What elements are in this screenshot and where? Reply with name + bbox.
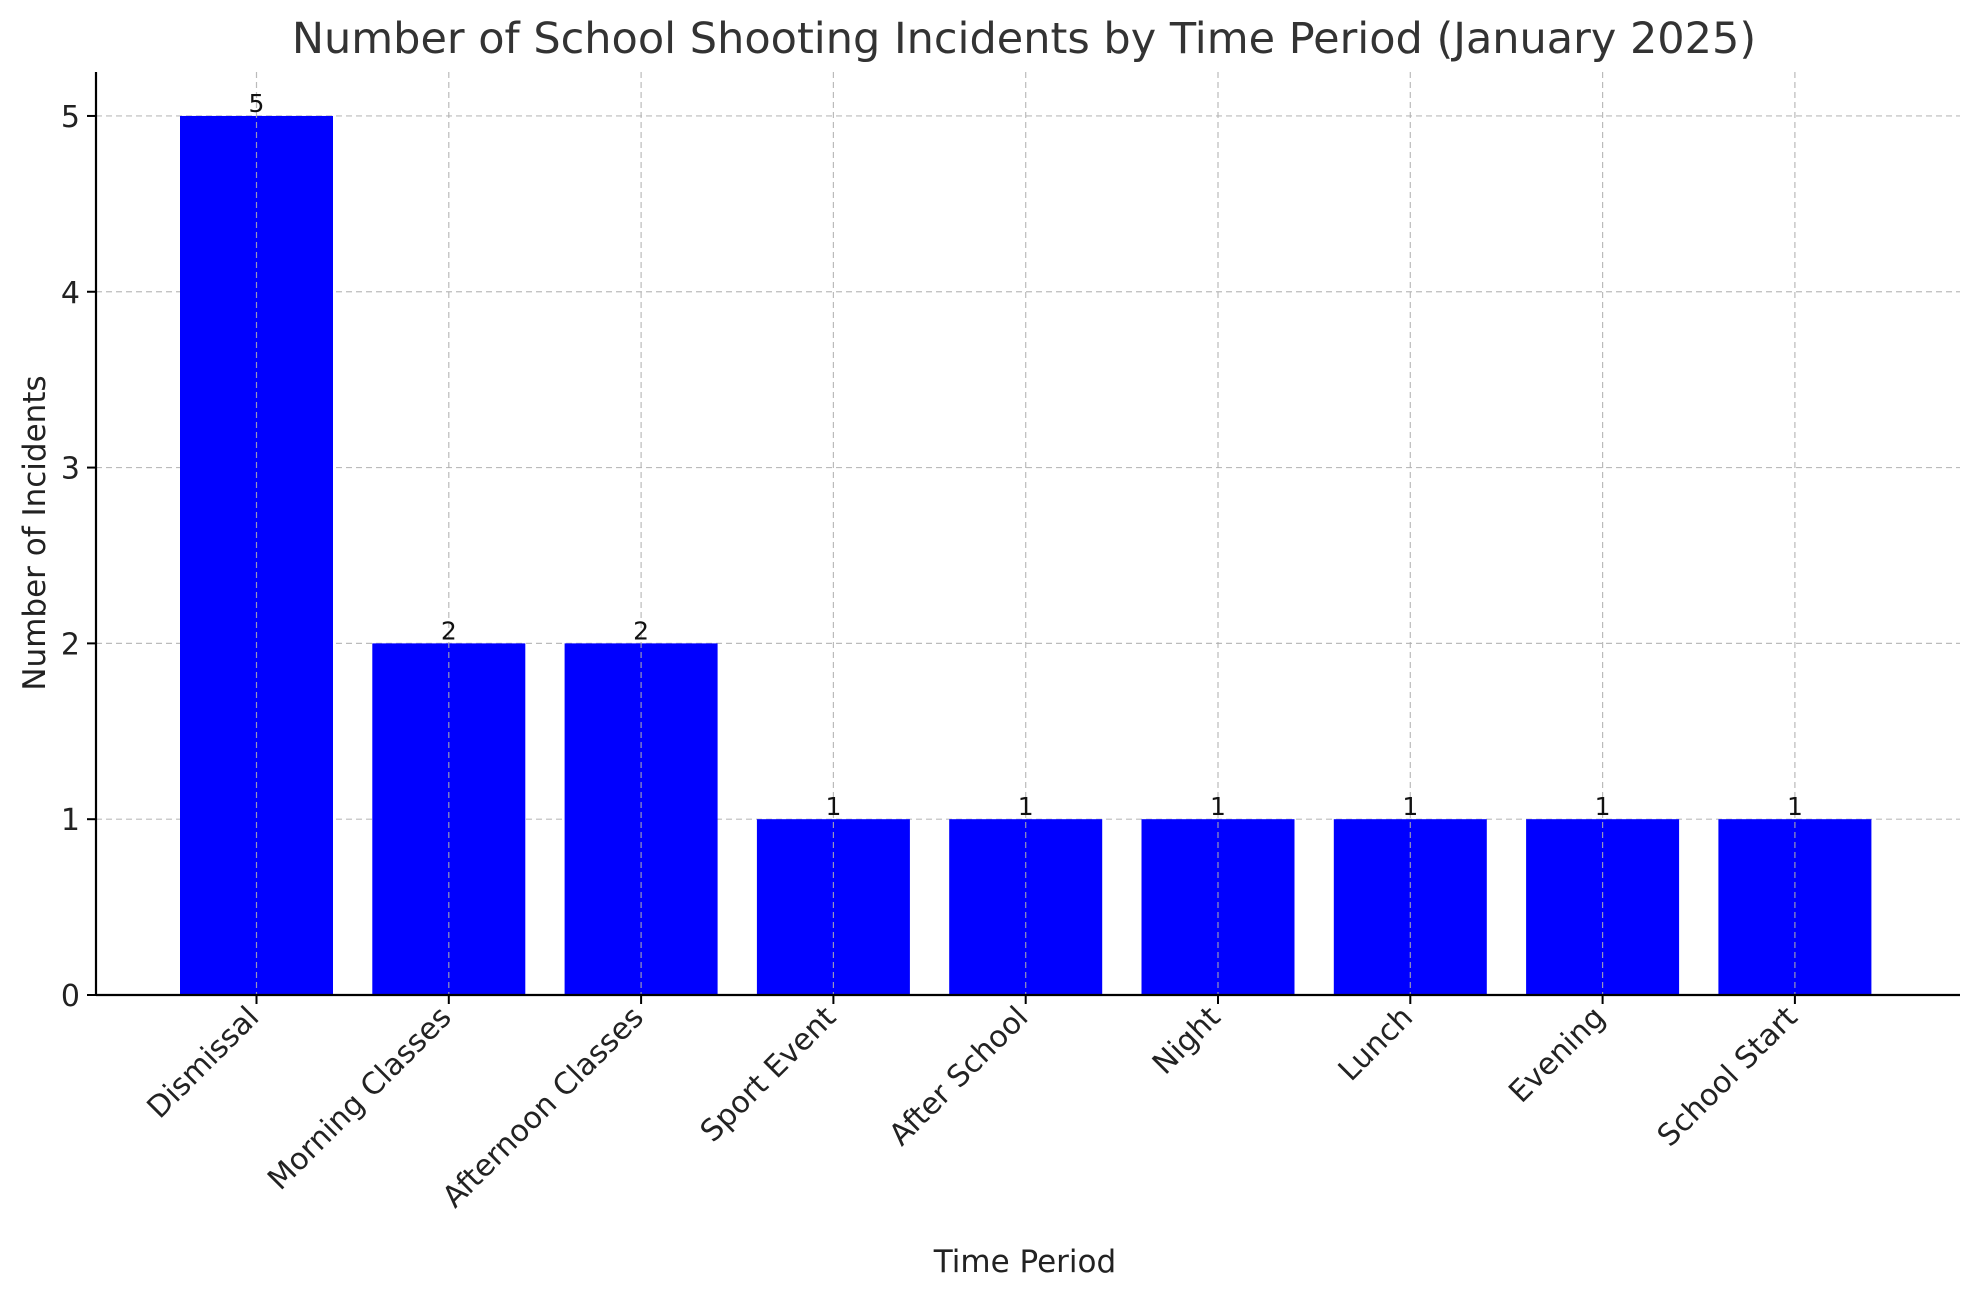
y-axis-label: Number of Incidents xyxy=(17,375,53,690)
x-tick-label: Morning Classes xyxy=(261,1000,458,1197)
y-tick-label: 0 xyxy=(61,979,80,1014)
x-tick-label: Dismissal xyxy=(141,1000,267,1126)
y-tick-label: 4 xyxy=(61,276,80,311)
x-tick-label: Afternoon Classes xyxy=(436,1000,651,1215)
bar-value-label: 1 xyxy=(1595,792,1611,821)
axes-layer xyxy=(87,72,1960,1004)
vertical-grid-layer xyxy=(255,72,1796,995)
chart-title: Number of School Shooting Incidents by T… xyxy=(292,14,1756,64)
y-tick-label: 5 xyxy=(61,100,80,135)
bar-value-label: 1 xyxy=(1787,792,1803,821)
bar-value-label: 5 xyxy=(249,89,265,118)
y-tick-label: 2 xyxy=(61,627,80,662)
x-tick-label: Lunch xyxy=(1332,1000,1420,1088)
bar-value-label: 1 xyxy=(825,792,841,821)
x-tick-label: Sport Event xyxy=(694,1000,843,1149)
y-tick-label: 1 xyxy=(61,803,80,838)
bar-value-label: 1 xyxy=(1402,792,1418,821)
x-axis-label: Time Period xyxy=(933,1244,1116,1280)
bar-value-label: 1 xyxy=(1210,792,1226,821)
x-tick-label: Evening xyxy=(1502,1000,1612,1110)
x-tick-label: School Start xyxy=(1651,1000,1805,1154)
y-tick-label: 3 xyxy=(61,452,80,487)
x-tick-label: Night xyxy=(1146,1000,1228,1082)
bar-value-label: 1 xyxy=(1018,792,1034,821)
bar-value-label: 2 xyxy=(441,616,457,645)
x-tick-label: After School xyxy=(883,1000,1036,1153)
bar-value-label: 2 xyxy=(633,616,649,645)
